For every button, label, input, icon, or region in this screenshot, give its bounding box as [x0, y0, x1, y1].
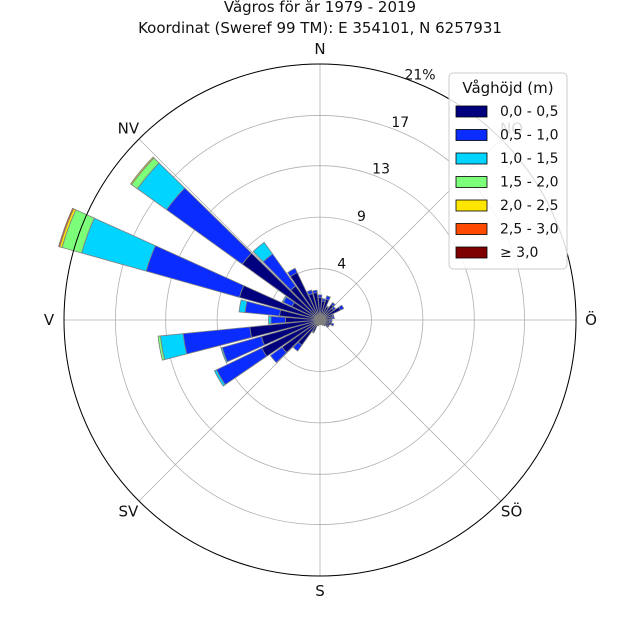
radial-tick-label-3: 17 — [391, 115, 409, 131]
rose-bar-240-bin-2 — [213, 369, 226, 387]
rose-bar-350-bin-1 — [312, 289, 318, 294]
legend-frame — [448, 72, 568, 270]
rose-bar-70-bin-1 — [331, 313, 335, 317]
rose-bar-270-bin-1 — [270, 315, 286, 325]
rose-bar-340-bin-1 — [306, 289, 314, 296]
chart-title: Vågros för år 1979 - 2019 — [224, 0, 416, 16]
rose-bar-110-bin-1 — [330, 322, 335, 327]
legend-label-3: 1,5 - 2,0 — [500, 175, 558, 191]
rose-bar-330-bin-1 — [287, 267, 298, 278]
rose-bar-20-bin-1 — [325, 295, 331, 301]
direction-label-7: NV — [118, 119, 140, 137]
rose-bar-320-bin-2 — [252, 241, 274, 263]
rose-bar-50-bin-1 — [331, 306, 337, 311]
radial-tick-label-1: 9 — [357, 209, 366, 225]
legend-swatch-4 — [455, 199, 488, 212]
grid-spoke-3 — [319, 319, 502, 502]
rose-bar-220-bin-1 — [292, 341, 303, 352]
legend-label-4: 2,0 - 2,5 — [500, 198, 558, 214]
direction-label-2: Ö — [585, 310, 597, 329]
legend-label-1: 0,5 - 1,0 — [500, 128, 558, 144]
grid-spoke-5 — [138, 319, 321, 502]
rose-bar-10-bin-1 — [321, 298, 326, 302]
rose-bar-230-bin-1 — [269, 346, 288, 364]
legend-swatch-2 — [455, 152, 488, 165]
rose-bar-290-bin-2 — [81, 217, 156, 272]
rose-bar-300-bin-2 — [281, 295, 287, 303]
legend: Våghöjd (m) 0,0 - 0,5 0,5 - 1,0 1,0 - 1,5 1… — [448, 72, 568, 270]
legend-swatch-1 — [455, 129, 488, 141]
rose-bar-80-bin-1 — [331, 315, 335, 320]
rose-bar-260-bin-2 — [160, 333, 188, 361]
rose-bar-270-bin-2 — [268, 315, 272, 325]
rose-bar-60-bin-1 — [338, 304, 345, 311]
radial-tick-label-4: 21% — [404, 68, 435, 84]
rose-bar-290-bin-5 — [58, 207, 75, 248]
radial-tick-label-2: 13 — [372, 161, 390, 177]
legend-swatch-6 — [455, 246, 488, 259]
rose-bar-250-bin-2 — [220, 347, 228, 363]
legend-swatch-0 — [455, 105, 488, 118]
legend-label-2: 1,0 - 1,5 — [500, 151, 558, 167]
legend-swatch-5 — [455, 223, 488, 235]
rose-bar-280-bin-2 — [238, 299, 248, 313]
direction-label-3: SÖ — [501, 502, 522, 521]
direction-label-4: S — [315, 582, 325, 600]
legend-label-5: 2,5 - 3,0 — [500, 222, 558, 238]
outer-ring — [63, 63, 577, 577]
radial-tick-label-0: 4 — [337, 257, 346, 273]
legend-label-6: ≥ 3,0 — [500, 245, 538, 261]
direction-label-0: N — [314, 40, 325, 58]
rose-bar-0-bin-1 — [317, 294, 323, 298]
polar-frame — [63, 63, 577, 577]
legend-swatch-3 — [455, 176, 488, 188]
rose-bar-310-bin-4 — [129, 156, 155, 186]
grid-spoke-7 — [138, 138, 321, 321]
legend-title: Våghöjd (m) — [462, 79, 553, 97]
rose-bars — [58, 156, 345, 387]
chart-subtitle: Koordinat (Sweref 99 TM): E 354101, N 62… — [138, 19, 502, 37]
rose-bar-130-bin-1 — [326, 325, 330, 329]
rose-bar-40-bin-1 — [330, 301, 336, 307]
rose-bar-310-bin-1 — [165, 187, 253, 265]
direction-label-6: V — [44, 311, 55, 329]
legend-label-0: 0,0 - 0,5 — [500, 104, 558, 120]
direction-label-5: SV — [119, 503, 140, 521]
rose-bar-260-bin-3 — [157, 335, 166, 361]
